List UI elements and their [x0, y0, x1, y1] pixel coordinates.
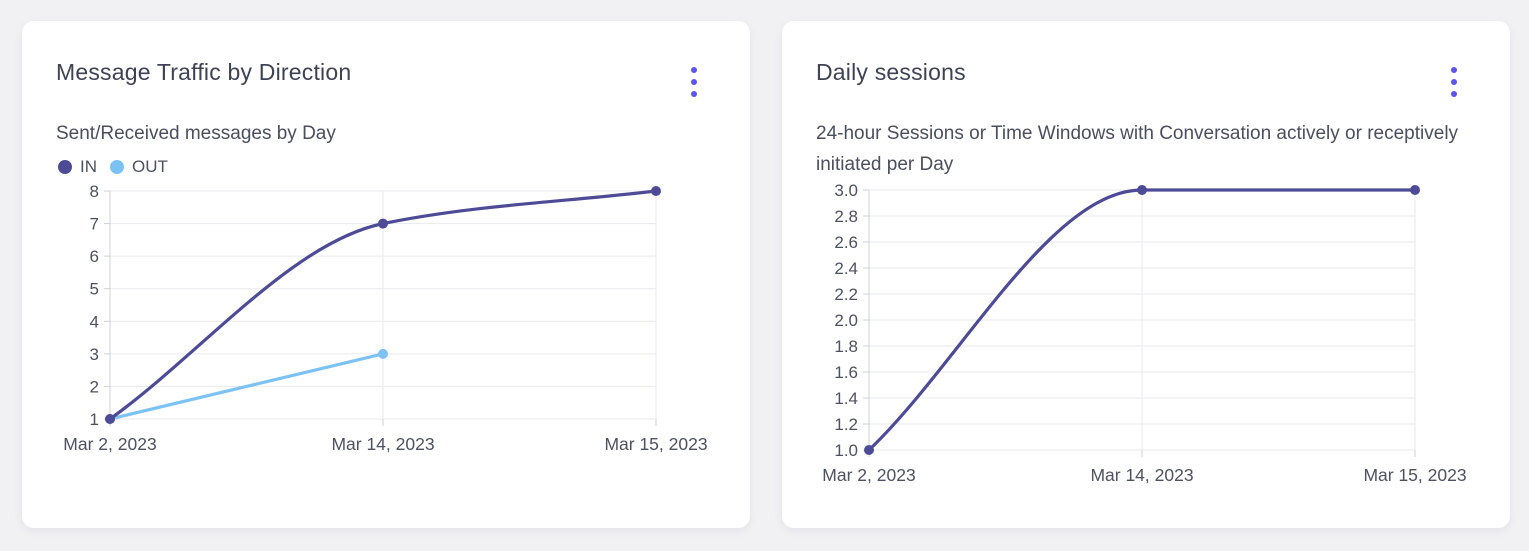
svg-text:7: 7	[90, 215, 99, 234]
svg-text:Mar 2, 2023: Mar 2, 2023	[63, 434, 156, 454]
svg-text:2: 2	[90, 377, 99, 396]
svg-text:1: 1	[90, 410, 99, 429]
kebab-menu-icon	[691, 67, 697, 97]
svg-text:1.8: 1.8	[834, 337, 858, 356]
svg-text:Mar 14, 2023: Mar 14, 2023	[331, 434, 434, 454]
legend-swatch-out-icon	[110, 160, 124, 174]
legend-item-in[interactable]: IN	[58, 157, 97, 177]
legend-item-out[interactable]: OUT	[110, 157, 168, 177]
svg-text:Mar 15, 2023: Mar 15, 2023	[1363, 465, 1466, 485]
svg-text:2.2: 2.2	[834, 285, 858, 304]
card-menu-button[interactable]	[1436, 64, 1472, 100]
svg-text:1.0: 1.0	[834, 441, 858, 460]
svg-text:5: 5	[90, 280, 99, 299]
svg-text:2.6: 2.6	[834, 233, 858, 252]
card-title: Daily sessions	[816, 59, 966, 85]
legend-label-out: OUT	[132, 157, 168, 176]
legend-swatch-in-icon	[58, 160, 72, 174]
svg-text:1.4: 1.4	[834, 389, 858, 408]
legend-label-in: IN	[80, 157, 97, 176]
chart-legend: IN OUT	[58, 157, 168, 177]
svg-text:6: 6	[90, 247, 99, 266]
svg-text:3: 3	[90, 345, 99, 364]
svg-text:Mar 14, 2023: Mar 14, 2023	[1090, 465, 1193, 485]
daily-sessions-card: Daily sessions 24-hour Sessions or Time …	[782, 21, 1510, 528]
svg-text:8: 8	[90, 182, 99, 201]
daily-sessions-line-chart[interactable]: 1.0 1.2 1.4 1.6 1.8 2.0 2.2 2.4 2.6 2.8 3.0 Mar 2, …	[782, 21, 1510, 528]
message-traffic-card: Message Traffic by Direction Sent/Receiv…	[22, 21, 750, 528]
svg-text:Mar 15, 2023: Mar 15, 2023	[604, 434, 707, 454]
card-title: Message Traffic by Direction	[56, 59, 352, 85]
card-subtitle: 24-hour Sessions or Time Windows with Co…	[816, 123, 1459, 175]
svg-text:2.8: 2.8	[834, 207, 858, 226]
svg-text:1.2: 1.2	[834, 415, 858, 434]
svg-text:2.4: 2.4	[834, 259, 858, 278]
kebab-menu-icon	[1451, 67, 1457, 97]
svg-text:3.0: 3.0	[834, 181, 858, 200]
svg-text:2.0: 2.0	[834, 311, 858, 330]
message-traffic-line-chart[interactable]: 1 2 3 4 5 6 7 8 Mar 2, 2023 Mar 14, 2023 Mar 15, 2…	[22, 21, 750, 528]
svg-text:4: 4	[90, 312, 99, 331]
card-subtitle: Sent/Received messages by Day	[56, 123, 336, 144]
svg-text:Mar 2, 2023: Mar 2, 2023	[822, 465, 915, 485]
card-menu-button[interactable]	[676, 64, 712, 100]
svg-text:1.6: 1.6	[834, 363, 858, 382]
